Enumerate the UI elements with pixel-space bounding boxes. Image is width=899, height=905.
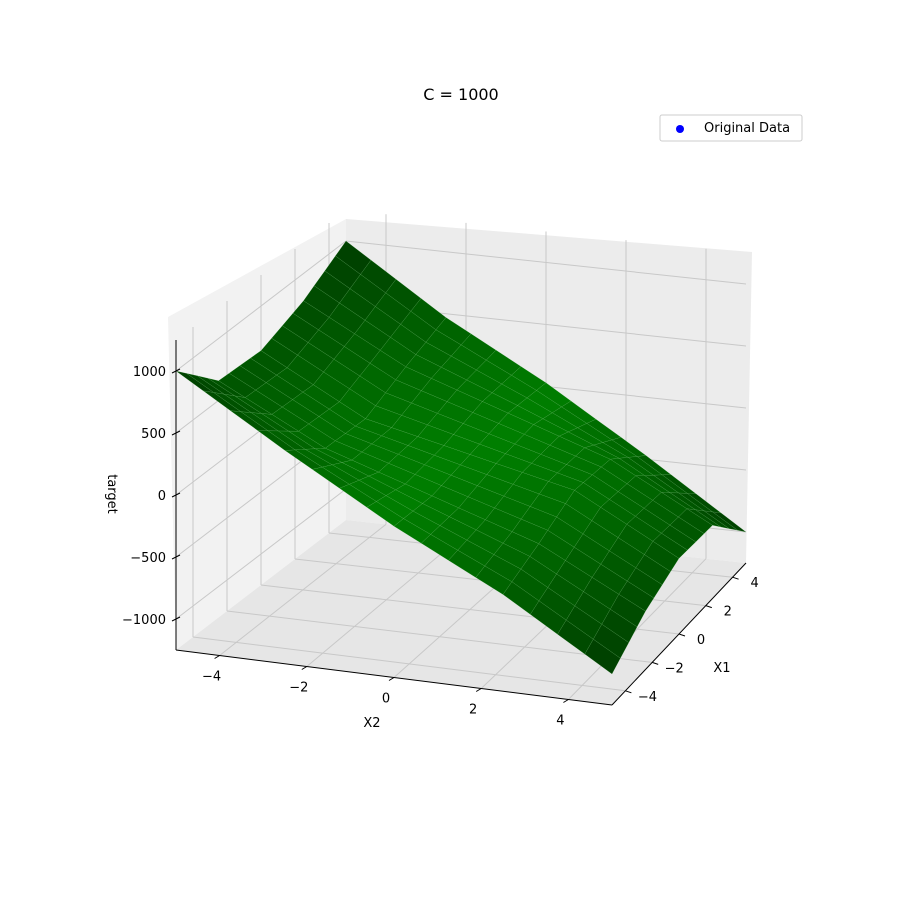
z-tick-2 — [171, 492, 181, 498]
z-tick-label-1: −500 — [130, 551, 166, 566]
x1-tick-label-0: −4 — [638, 690, 657, 705]
z-tick-3 — [171, 430, 181, 436]
x2-tick-label-1: −2 — [289, 681, 308, 696]
chart-title: C = 1000 — [423, 85, 498, 104]
surface-facet-193 — [627, 567, 663, 599]
wall-gridline-z-4 — [345, 240, 747, 285]
y-axis-label: X2 — [363, 716, 380, 731]
z-axis-label: target — [104, 474, 119, 514]
surface-plot — [175, 240, 747, 675]
legend-marker — [676, 125, 684, 133]
surface-facet-209 — [618, 580, 655, 612]
tick-marks: −1000 −500 0 500 1000 −4 −2 0 2 4 −4 −2 0 2 4 — [122, 365, 759, 729]
x1-tick-label-4: 4 — [750, 576, 758, 591]
x1-tick-0 — [625, 690, 632, 694]
floor-gridline-x2-4 — [568, 558, 707, 700]
x2-tick-4 — [563, 699, 569, 703]
x1-tick-label-1: −2 — [665, 661, 684, 676]
floor-gridline-x2-0 — [219, 523, 387, 656]
x2-tick-0 — [214, 655, 220, 659]
surface-facet-177 — [635, 554, 671, 586]
x1-tick-label-2: 0 — [697, 633, 705, 648]
floor-gridline-x2-1 — [306, 532, 467, 667]
z-tick-label-3: 500 — [141, 427, 166, 442]
z-tick-4 — [171, 368, 181, 374]
x2-tick-label-0: −4 — [202, 670, 221, 685]
z-tick-label-2: 0 — [158, 489, 166, 504]
x2-tick-label-2: 0 — [382, 692, 390, 707]
z-tick-0 — [171, 616, 181, 622]
x1-tick-1 — [652, 661, 659, 665]
legend: Original Data — [659, 114, 803, 142]
surface-facet-255 — [584, 638, 621, 675]
x2-tick-3 — [475, 688, 482, 692]
x1-tick-2 — [678, 633, 686, 637]
x2-tick-label-4: 4 — [556, 714, 564, 729]
x1-tick-label-3: 2 — [724, 605, 732, 620]
z-tick-label-4: 1000 — [133, 365, 166, 380]
legend-box — [659, 114, 803, 142]
x2-tick-label-3: 2 — [469, 703, 477, 718]
surface-facet-225 — [610, 594, 646, 628]
x-axis-label: X1 — [713, 661, 730, 676]
surface-facet-161 — [644, 541, 680, 572]
z-tick-label-0: −1000 — [122, 613, 166, 628]
z-tick-1 — [171, 554, 181, 560]
x1-tick-4 — [732, 576, 739, 580]
surface-facet-113 — [669, 516, 705, 543]
legend-label: Original Data — [704, 121, 790, 136]
x1-tick-3 — [705, 605, 712, 609]
surface-facet-33 — [711, 511, 747, 533]
x2-tick-2 — [388, 677, 395, 681]
x2-tick-1 — [301, 666, 308, 670]
